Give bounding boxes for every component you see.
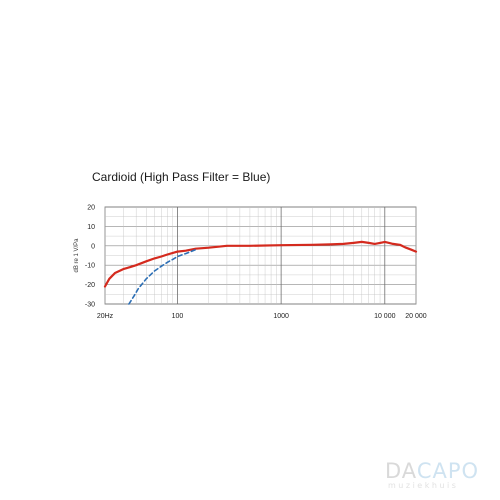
- y-tick-label: -20: [85, 282, 95, 289]
- x-tick-label: 10 000: [374, 313, 396, 320]
- y-axis-label: dB re 1 V/Pa: [74, 238, 80, 273]
- logo-text-part1: DA: [385, 459, 417, 483]
- x-tick-label: 20 000: [405, 313, 427, 320]
- y-tick-label: -10: [85, 263, 95, 270]
- brand-logo: DACAPO muziekhuis: [385, 459, 493, 495]
- logo-subtext: muziekhuis: [388, 481, 459, 490]
- x-tick-label: 20Hz: [97, 313, 114, 320]
- chart-title: Cardioid (High Pass Filter = Blue): [92, 170, 271, 184]
- series-line-cardioid: [103, 240, 418, 288]
- y-tick-label: 20: [87, 205, 95, 212]
- x-tick-label: 1000: [273, 313, 289, 320]
- series-line-high-pass-filter: [128, 248, 197, 305]
- y-tick-label: 10: [87, 224, 95, 231]
- series-layer: [103, 240, 418, 305]
- x-tick-label: 100: [172, 313, 184, 320]
- y-tick-label: -30: [85, 302, 95, 309]
- logo-text-part2: CAPO: [416, 459, 480, 483]
- y-tick-label: 0: [91, 243, 95, 250]
